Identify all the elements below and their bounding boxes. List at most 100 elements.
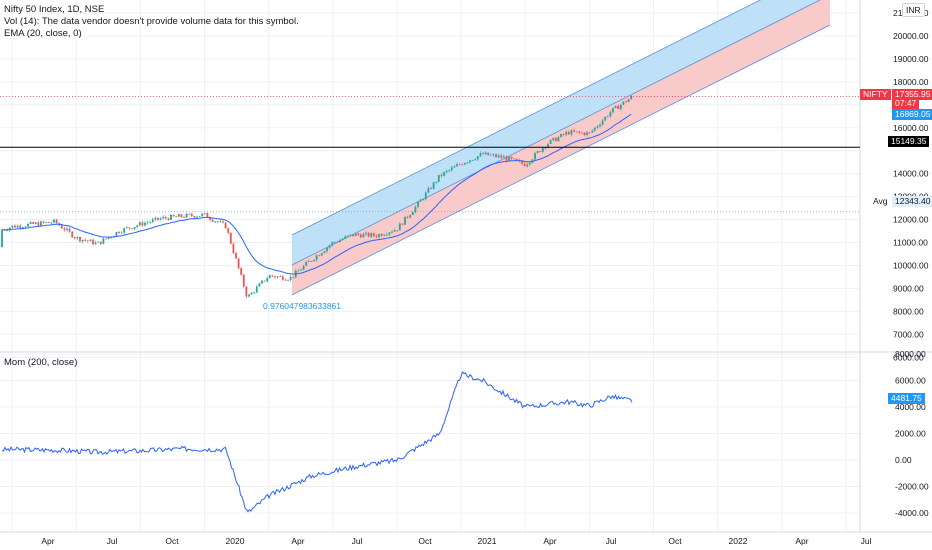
candle-body [198, 216, 201, 217]
candle-body [120, 232, 123, 234]
candle-body [16, 225, 19, 228]
price-lines [0, 96, 860, 213]
candle-body [497, 155, 500, 158]
candle-body [214, 221, 217, 223]
candle-body [606, 116, 609, 118]
average-value-tag: 12343.40 [892, 196, 932, 207]
candle-body [544, 147, 547, 149]
volume-legend[interactable]: Vol (14): The data vendor doesn't provid… [4, 16, 299, 27]
candle-body [339, 240, 341, 243]
candle-body [170, 214, 172, 220]
candle-body [513, 158, 516, 160]
candle-body [562, 133, 565, 135]
candle-body [118, 231, 120, 234]
candle-body [354, 233, 357, 237]
momentum-axis-label: -2000.00 [895, 482, 929, 492]
candle-body [6, 230, 9, 231]
time-axis-label: Jul [861, 536, 872, 546]
candle-body [302, 265, 305, 270]
time-axis-label: Apr [543, 536, 556, 546]
candle-body [307, 261, 310, 262]
candle-body [99, 241, 102, 244]
candle-body [219, 221, 222, 223]
candle-body [242, 274, 245, 287]
candle-body [45, 222, 48, 223]
candle-body [138, 222, 141, 226]
candle-body [554, 137, 557, 142]
candle-body [250, 292, 253, 295]
candle-body [154, 217, 157, 220]
candle-body [32, 222, 35, 224]
candle-body [63, 228, 66, 231]
candle-body [232, 243, 235, 253]
candle-body [333, 241, 336, 243]
candle-body [622, 101, 625, 105]
candle-body [167, 218, 170, 220]
price-axis-label: 8000.00 [893, 306, 924, 316]
time-axis-label: Jul [352, 536, 363, 546]
candle-body [565, 131, 568, 135]
candle-body [456, 164, 458, 167]
time-axis-label: 2021 [478, 536, 497, 546]
candle-body [281, 276, 284, 280]
candle-body [185, 213, 188, 218]
candle-body [248, 294, 250, 297]
candle-body [84, 239, 87, 241]
candle-body [81, 239, 84, 242]
candle-body [34, 222, 37, 224]
candle-body [601, 120, 604, 125]
time-axis-label: Oct [668, 536, 682, 546]
candle-body [409, 215, 412, 218]
symbol-title[interactable]: Nifty 50 Index, 1D, NSE [4, 4, 105, 15]
candle-body [336, 241, 339, 243]
candle-body [492, 154, 495, 156]
candle-body [89, 239, 92, 242]
candle-body [37, 222, 40, 226]
candle-body [419, 199, 422, 202]
candle-body [102, 238, 105, 244]
symbol-price-tag: NIFTY [860, 89, 891, 100]
candle-body [320, 253, 323, 256]
candle-body [344, 236, 347, 239]
candle-body [245, 286, 248, 297]
candle-body [510, 156, 513, 159]
candle-body [505, 156, 508, 161]
candle-body [211, 219, 214, 222]
chart-axes: 21000.0020000.0019000.0018000.0016000.00… [41, 8, 928, 546]
time-axis-label: Oct [165, 536, 179, 546]
candle-body [367, 232, 370, 237]
candle-body [526, 164, 529, 167]
candle-body [450, 167, 453, 171]
candle-body [183, 216, 185, 218]
candle-body [328, 245, 331, 248]
channel-correlation-label: 0.976047983633861 [263, 301, 341, 311]
candle-body [1, 229, 3, 248]
momentum-legend[interactable]: Mom (200, close) [4, 357, 78, 368]
candle-body [284, 279, 287, 281]
candle-body [341, 238, 344, 241]
candle-body [237, 258, 240, 269]
candle-body [445, 170, 448, 173]
candle-body [196, 216, 198, 218]
momentum-axis-label: 4000.00 [895, 402, 926, 412]
candle-body [144, 222, 146, 226]
candle-body [229, 232, 232, 244]
momentum-value-tag: 4481.75 [888, 393, 925, 404]
momentum-axis-label: 6000.00 [895, 376, 926, 386]
ema-legend[interactable]: EMA (20, close, 0) [4, 28, 82, 39]
candle-body [521, 160, 523, 164]
candle-body [255, 286, 258, 293]
price-axis-label: 20000.00 [893, 31, 929, 41]
candle-body [162, 216, 165, 219]
candle-body [227, 228, 230, 233]
candle-body [279, 276, 282, 277]
candle-body [591, 130, 594, 133]
candle-body [172, 214, 175, 217]
candle-body [53, 219, 55, 223]
candle-body [136, 225, 139, 228]
candle-body [586, 132, 588, 136]
candle-body [79, 237, 81, 242]
currency-button[interactable]: INR [902, 3, 925, 17]
time-axis-label: 2022 [729, 536, 748, 546]
